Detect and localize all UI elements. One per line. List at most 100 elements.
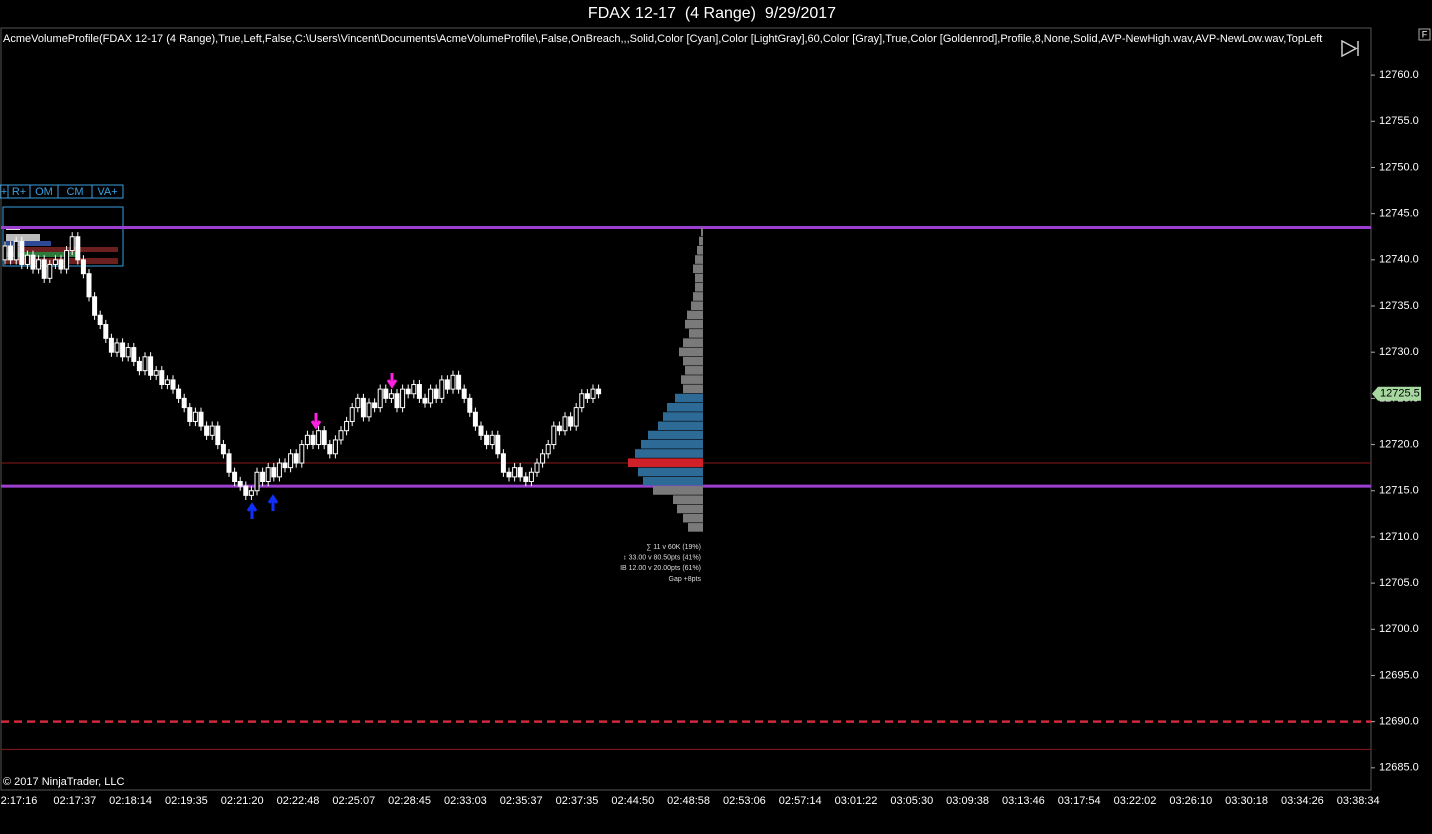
profile-bar	[685, 319, 703, 329]
y-tick-label: 12710.0	[1379, 531, 1419, 543]
x-tick-label: 02:19:35	[165, 795, 208, 807]
x-tick-label: 02:37:35	[556, 795, 599, 807]
candle-body	[293, 453, 299, 464]
candle-body	[2, 245, 8, 261]
button-label[interactable]: OM	[35, 186, 53, 198]
candle-body	[288, 453, 294, 469]
candle-body	[209, 425, 215, 436]
profile-stat: Gap +8pts	[669, 576, 702, 583]
profile-bar	[635, 449, 703, 458]
profile-bar	[687, 310, 703, 320]
candle-body	[215, 425, 221, 446]
candle-body	[568, 416, 574, 427]
x-tick-label: 02:28:45	[388, 795, 431, 807]
candle-body	[556, 425, 562, 432]
candle-body	[360, 397, 366, 418]
candle-body	[226, 453, 232, 473]
button-label[interactable]: VA+	[97, 186, 117, 198]
button[interactable]	[91, 184, 124, 199]
profile-bar	[673, 495, 703, 504]
button-label[interactable]: CM	[66, 186, 83, 198]
x-tick-label: 2:17:16	[1, 795, 38, 807]
play-icon[interactable]	[1341, 39, 1359, 58]
candle-body	[422, 397, 428, 404]
candle-body	[30, 254, 36, 270]
y-tick-label: 12700.0	[1379, 623, 1419, 635]
candle-body	[103, 323, 109, 339]
candle-body	[506, 471, 512, 478]
profile-bar	[658, 421, 703, 431]
x-tick-label: 02:53:06	[723, 795, 766, 807]
y-tick-label: 12750.0	[1379, 161, 1419, 173]
candle-body	[64, 250, 70, 270]
candle-body	[47, 263, 53, 279]
profile-bar	[693, 292, 703, 301]
candle-body	[321, 430, 327, 446]
profile-bar	[697, 245, 703, 255]
profile-bar	[701, 227, 703, 237]
candle-body	[125, 347, 131, 358]
candle-body	[584, 393, 590, 399]
y-tick-label: 12705.0	[1379, 577, 1419, 589]
profile-bar	[681, 375, 703, 384]
profile-bar	[677, 504, 703, 514]
candle-body	[120, 342, 126, 358]
button-label[interactable]: R+	[12, 186, 26, 198]
x-tick-label: 03:38:34	[1337, 795, 1380, 807]
candle-body	[428, 388, 434, 404]
candle-body	[41, 259, 47, 279]
candle-body	[159, 370, 165, 386]
candle-body	[596, 388, 602, 395]
candle-body	[366, 402, 372, 418]
profile-bar	[695, 255, 703, 264]
candle-body	[416, 384, 422, 399]
candle-body	[92, 296, 98, 316]
candle-body	[534, 462, 540, 473]
candle-body	[344, 420, 350, 432]
candle-body	[97, 314, 103, 325]
candle-body	[355, 397, 361, 409]
candle-body	[164, 379, 170, 386]
button-label[interactable]: +	[1, 186, 7, 198]
profile-bar	[689, 329, 703, 338]
y-tick-label: 12745.0	[1379, 208, 1419, 220]
candle-body	[388, 393, 394, 399]
buy-arrow	[246, 502, 258, 519]
candle-body	[36, 259, 42, 270]
profile-bar	[641, 439, 703, 449]
candle-body	[573, 407, 579, 427]
candle-body	[24, 254, 30, 265]
candle-body	[142, 356, 148, 372]
x-tick-label: 02:21:20	[221, 795, 264, 807]
x-tick-label: 02:25:07	[332, 795, 375, 807]
candle-body	[461, 388, 467, 399]
candle-body	[489, 434, 495, 446]
candle-body	[310, 434, 316, 446]
x-tick-label: 02:35:37	[500, 795, 543, 807]
profile-bar	[695, 282, 703, 292]
y-tick-label: 12695.0	[1379, 669, 1419, 681]
candle-body	[254, 471, 260, 492]
y-tick-label: 12690.0	[1379, 716, 1419, 728]
candle-body	[204, 425, 210, 436]
candle-body	[512, 467, 518, 478]
candle-body	[456, 374, 462, 390]
profile-bar	[683, 356, 703, 366]
candle-body	[444, 379, 450, 390]
x-tick-label: 03:22:02	[1114, 795, 1157, 807]
profile-stat: ↕ 33.00 v 80.50pts (41%)	[623, 555, 701, 562]
x-tick-label: 03:05:30	[890, 795, 933, 807]
mini-profile-bar	[6, 234, 40, 241]
x-tick-label: 02:48:58	[667, 795, 710, 807]
y-tick-label: 12730.0	[1379, 346, 1419, 358]
candle-body	[232, 471, 238, 483]
last-price-label: 12725.5	[1380, 388, 1420, 400]
candle-body	[13, 240, 19, 261]
profile-bar	[685, 366, 703, 375]
profile-bar	[683, 384, 703, 394]
y-tick-label: 12755.0	[1379, 115, 1419, 127]
x-tick-label: 02:33:03	[444, 795, 487, 807]
candle-body	[411, 384, 417, 395]
